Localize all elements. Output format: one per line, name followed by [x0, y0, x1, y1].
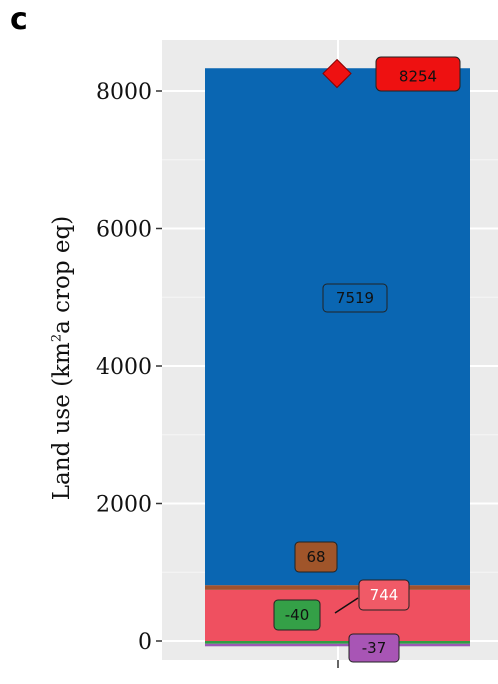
bar-segment-green — [205, 641, 470, 644]
bar-segment-purple — [205, 643, 470, 647]
data-label-68-box — [294, 541, 338, 573]
bar-segment-blue — [205, 68, 470, 586]
data-label-7519: 7519 — [336, 289, 374, 307]
data-label-total-8254: 8254 — [399, 68, 437, 86]
leader-line-744 — [334, 597, 359, 614]
y-tick-label: 2000 — [96, 493, 152, 518]
bar-segment-red — [205, 589, 470, 641]
data-label-neg37: -37 — [362, 639, 387, 657]
y-tick-label: 4000 — [96, 355, 152, 380]
data-label-neg40-box — [273, 599, 321, 631]
data-label-total-8254-box — [375, 56, 461, 92]
y-tick-label: 0 — [138, 630, 152, 655]
y-tick-label: 8000 — [96, 80, 152, 105]
bar-segment-brown — [205, 585, 470, 590]
data-label-neg37-box — [348, 633, 400, 663]
data-label-7519-box — [322, 283, 388, 313]
data-label-neg40: -40 — [285, 606, 310, 624]
y-tick-label: 6000 — [96, 218, 152, 243]
data-label-744: 744 — [370, 586, 399, 604]
data-label-744-box — [358, 579, 410, 611]
data-label-68: 68 — [306, 548, 325, 566]
total-diamond-marker — [322, 58, 352, 89]
panel-letter: c — [10, 2, 28, 37]
